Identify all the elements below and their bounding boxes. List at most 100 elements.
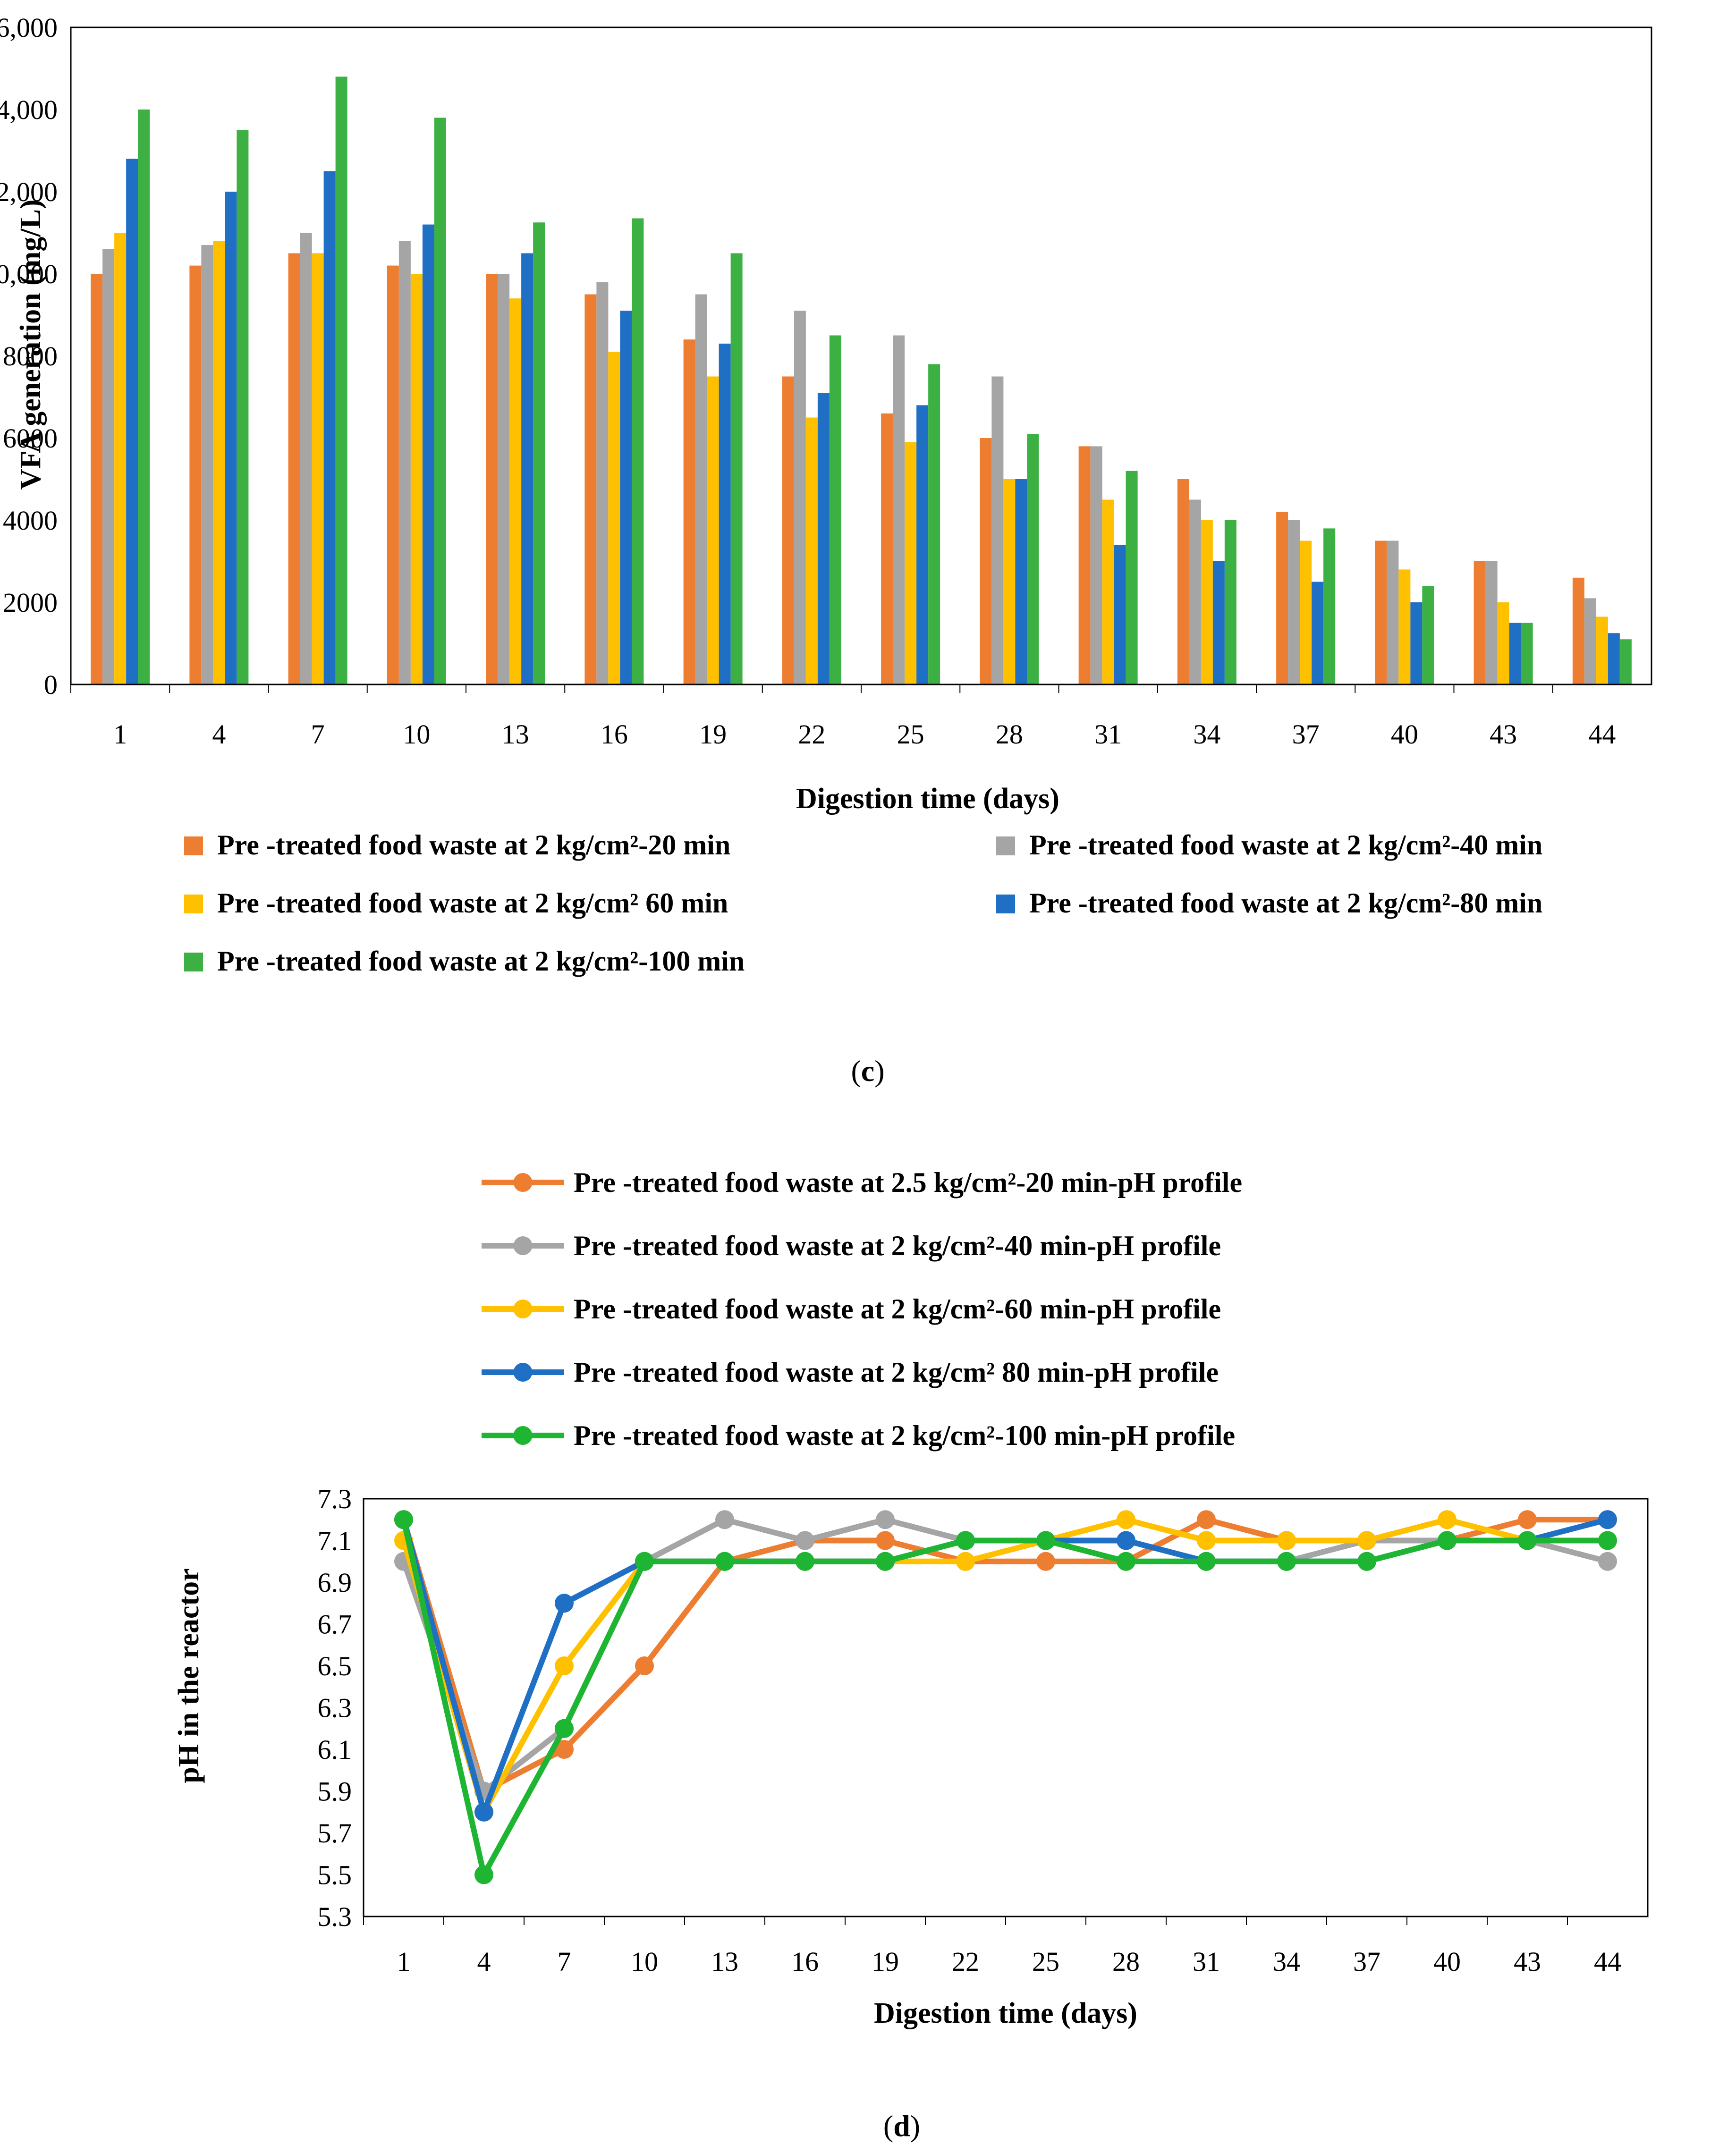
vfa-bar-4-day-44	[1608, 633, 1620, 684]
ph-point-5-day-1	[394, 1510, 413, 1529]
vfa-y-tick-label: 14,000	[0, 94, 58, 125]
vfa-x-tick-label: 25	[897, 719, 924, 750]
ph-y-tick-label: 6.3	[318, 1693, 352, 1723]
vfa-bar-1-day-1	[91, 274, 103, 684]
vfa-bar-chart: 0 2000 4000 6000 8000 10,000 12,000 14,000 16,00…	[0, 12, 1652, 1088]
ph-point-5-day-31	[1197, 1552, 1216, 1571]
vfa-bar-3-day-40	[1398, 569, 1411, 684]
ph-x-tick-label: 34	[1273, 1946, 1300, 1977]
ph-point-4-day-4	[474, 1802, 493, 1822]
ph-point-5-day-28	[1117, 1552, 1135, 1571]
vfa-y-tick-label: 10,000	[0, 259, 58, 289]
ph-point-5-day-43	[1518, 1531, 1537, 1550]
vfa-bar-3-day-44	[1596, 616, 1608, 684]
ph-point-1-day-43	[1518, 1510, 1537, 1529]
vfa-y-tick-label: 0	[44, 669, 58, 700]
ph-x-tick-label: 13	[711, 1946, 738, 1977]
ph-point-3-day-31	[1197, 1531, 1216, 1550]
ph-legend-label-3: Pre -treated food waste at 2 kg/cm²-60 m…	[574, 1293, 1221, 1325]
vfa-bars	[91, 76, 1632, 685]
ph-x-tick-label: 7	[558, 1946, 571, 1977]
vfa-bar-2-day-44	[1584, 598, 1596, 684]
vfa-bar-4-day-16	[620, 311, 632, 684]
ph-point-1-day-7	[555, 1740, 574, 1759]
vfa-bar-1-day-4	[189, 265, 202, 684]
ph-point-5-day-16	[796, 1552, 814, 1571]
vfa-bar-4-day-22	[817, 393, 830, 684]
ph-series-5	[394, 1510, 1617, 1884]
ph-x-tick-label: 40	[1433, 1946, 1461, 1977]
ph-point-3-day-28	[1117, 1510, 1135, 1529]
ph-point-5-day-13	[715, 1552, 734, 1571]
vfa-bar-1-day-44	[1572, 577, 1584, 684]
ph-point-1-day-25	[1036, 1552, 1055, 1571]
ph-point-5-day-7	[555, 1719, 574, 1738]
vfa-bar-1-day-22	[782, 376, 794, 684]
ph-x-tick-label: 31	[1193, 1946, 1220, 1977]
vfa-x-tick-label: 31	[1094, 719, 1122, 750]
vfa-legend-swatch-2	[996, 836, 1015, 855]
ph-point-5-day-22	[956, 1531, 975, 1550]
vfa-y-tick-label: 4000	[3, 505, 58, 536]
vfa-legend-swatch-3	[184, 895, 203, 913]
vfa-bar-4-day-40	[1410, 602, 1423, 684]
ph-point-1-day-31	[1197, 1510, 1216, 1529]
ph-point-3-day-7	[555, 1656, 574, 1675]
vfa-bar-4-day-28	[1015, 479, 1027, 684]
vfa-bar-2-day-37	[1288, 520, 1300, 684]
ph-point-5-day-40	[1438, 1531, 1457, 1550]
vfa-bar-5-day-28	[1027, 434, 1039, 684]
vfa-bar-3-day-22	[805, 417, 818, 684]
vfa-bar-1-day-25	[881, 413, 893, 684]
vfa-bar-1-day-43	[1473, 561, 1486, 684]
vfa-bar-1-day-40	[1375, 540, 1387, 684]
panel-label-c: (c)	[851, 1054, 884, 1088]
vfa-x-axis-label: Digestion time (days)	[796, 783, 1059, 815]
vfa-x-tick-label: 7	[311, 719, 325, 750]
vfa-bar-5-day-31	[1126, 471, 1138, 684]
vfa-bar-3-day-1	[114, 233, 127, 684]
ph-y-tick-label: 6.1	[318, 1734, 352, 1765]
ph-x-tick-label: 10	[631, 1946, 658, 1977]
ph-legend-label-5: Pre -treated food waste at 2 kg/cm²-100 …	[574, 1420, 1235, 1451]
vfa-bar-2-day-43	[1485, 561, 1498, 684]
vfa-bar-5-day-10	[434, 118, 446, 684]
ph-y-tick-label: 5.3	[318, 1901, 352, 1932]
vfa-bar-1-day-31	[1078, 446, 1091, 684]
vfa-bar-5-day-44	[1619, 639, 1632, 684]
vfa-x-tick-label: 28	[996, 719, 1023, 750]
vfa-bar-3-day-37	[1300, 540, 1312, 684]
vfa-bar-1-day-28	[980, 438, 992, 684]
vfa-bar-3-day-19	[707, 376, 719, 684]
vfa-bar-5-day-1	[138, 110, 150, 684]
ph-point-1-day-19	[876, 1531, 895, 1550]
vfa-bar-5-day-7	[335, 76, 347, 684]
vfa-bar-2-day-10	[398, 241, 411, 684]
vfa-bar-5-day-43	[1521, 623, 1533, 684]
vfa-legend-label-5: Pre -treated food waste at 2 kg/cm²-100 …	[217, 946, 745, 977]
vfa-y-tick-label: 8000	[3, 341, 58, 371]
vfa-x-tick-label: 16	[601, 719, 628, 750]
ph-x-axis-label: Digestion time (days)	[874, 1997, 1137, 2029]
ph-legend-label-1: Pre -treated food waste at 2.5 kg/cm²-20…	[574, 1167, 1242, 1198]
ph-point-2-day-13	[715, 1510, 734, 1529]
ph-legend-marker-1	[513, 1173, 533, 1192]
vfa-x-tick-label: 40	[1391, 719, 1418, 750]
vfa-bar-3-day-10	[410, 274, 423, 684]
vfa-y-tick-label: 16,000	[0, 12, 58, 43]
vfa-bar-3-day-4	[213, 241, 225, 684]
vfa-bar-2-day-7	[300, 233, 312, 684]
vfa-bar-5-day-37	[1323, 528, 1336, 684]
ph-point-4-day-44	[1598, 1510, 1617, 1529]
vfa-bar-5-day-16	[632, 218, 644, 684]
ph-legend-marker-3	[513, 1300, 533, 1318]
vfa-y-tick-label: 6000	[3, 423, 58, 454]
ph-line-chart: Pre -treated food waste at 2.5 kg/cm²-20…	[173, 1167, 1649, 2143]
ph-y-tick-label: 5.5	[318, 1860, 352, 1891]
vfa-legend-swatch-1	[184, 836, 203, 855]
vfa-y-axis-label: VFA generation (mg/L)	[15, 199, 47, 490]
ph-x-tick-label: 22	[952, 1946, 979, 1977]
vfa-bar-1-day-7	[288, 253, 300, 684]
ph-x-tick-label: 25	[1032, 1946, 1059, 1977]
